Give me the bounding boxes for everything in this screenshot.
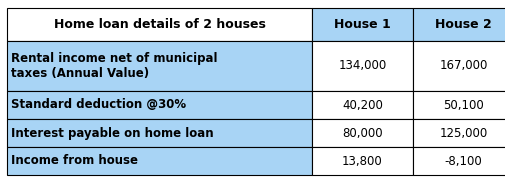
Bar [7, 147, 312, 175]
Bar [312, 147, 412, 175]
Bar [7, 91, 312, 119]
Bar [312, 41, 412, 91]
Bar [412, 91, 505, 119]
Text: House 2: House 2 [434, 18, 491, 31]
Text: 125,000: 125,000 [438, 127, 487, 139]
Bar [7, 41, 312, 91]
Text: -8,100: -8,100 [444, 155, 481, 167]
Bar [312, 8, 412, 41]
Text: 134,000: 134,000 [338, 59, 386, 73]
Text: 50,100: 50,100 [442, 98, 483, 112]
Text: Rental income net of municipal
taxes (Annual Value): Rental income net of municipal taxes (An… [11, 52, 217, 80]
Bar [312, 119, 412, 147]
Text: House 1: House 1 [333, 18, 390, 31]
Bar [312, 91, 412, 119]
Bar [412, 41, 505, 91]
Bar [412, 8, 505, 41]
Bar [412, 147, 505, 175]
Text: Interest payable on home loan: Interest payable on home loan [11, 127, 213, 139]
Bar [7, 119, 312, 147]
Text: Standard deduction @30%: Standard deduction @30% [11, 98, 186, 112]
Text: 13,800: 13,800 [341, 155, 382, 167]
Bar [412, 119, 505, 147]
Text: Income from house: Income from house [11, 155, 138, 167]
Text: 80,000: 80,000 [341, 127, 382, 139]
Bar [7, 8, 312, 41]
Text: 40,200: 40,200 [341, 98, 382, 112]
Text: Home loan details of 2 houses: Home loan details of 2 houses [54, 18, 265, 31]
Text: 167,000: 167,000 [438, 59, 487, 73]
